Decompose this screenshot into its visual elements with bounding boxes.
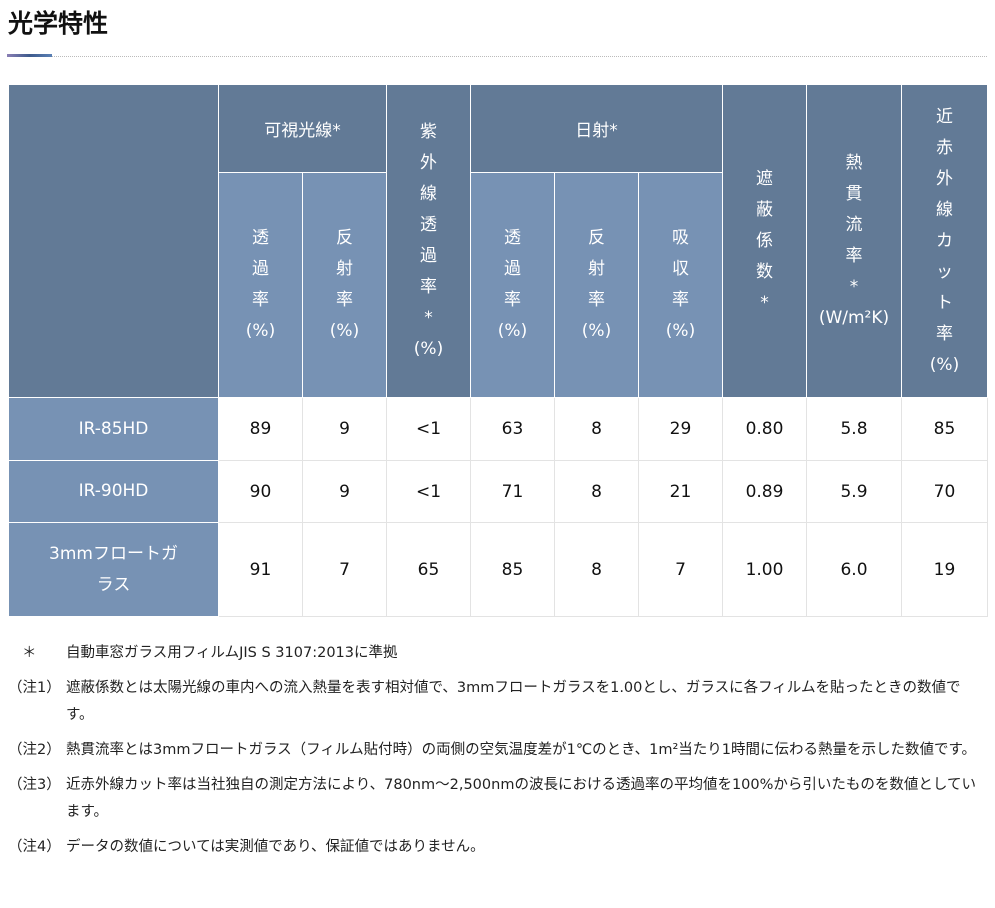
note-text: 熱貫流率とは3mmフロートガラス（フィルム貼付時）の両側の空気温度差が1℃のとき… xyxy=(66,742,977,758)
header-nir: 近赤外線カット率 (%) xyxy=(901,84,988,398)
table-cell: 7 xyxy=(302,522,387,617)
page-title: 光学特性 xyxy=(8,9,109,38)
header-visible-transmit: 透過率 (%) xyxy=(218,172,303,398)
note-item: ＊ 自動車窓ガラス用フィルムJIS S 3107:2013に準拠 xyxy=(8,640,987,667)
table-cell: 19 xyxy=(901,522,988,617)
header-shading: 遮蔽係数* xyxy=(722,84,807,398)
header-solar-reflect: 反射率 (%) xyxy=(554,172,639,398)
header-visible: 可視光線* xyxy=(218,84,387,173)
table-cell: 91 xyxy=(218,522,303,617)
table-cell: 8 xyxy=(554,522,639,617)
header-solar-absorb: 吸収率 (%) xyxy=(638,172,723,398)
table-cell: 0.80 xyxy=(722,397,807,461)
optical-properties-table: 可視光線* 紫外線透過率* (%) 日射* 遮蔽係数* 熱貫流率* (W/m²K) … xyxy=(8,84,988,617)
table-cell: 29 xyxy=(638,397,723,461)
table-row: IR-90HD 90 9 <1 71 8 21 0.89 5.9 70 xyxy=(8,460,988,523)
row-header: IR-90HD xyxy=(8,460,219,523)
table-cell: 21 xyxy=(638,460,723,523)
note-key: ＊ xyxy=(22,645,37,661)
table-row: 3mmフロートガラス 91 7 65 85 8 7 1.00 6.0 19 xyxy=(8,522,988,617)
header-solar-transmit: 透過率 (%) xyxy=(470,172,555,398)
table-cell: 8 xyxy=(554,397,639,461)
table-cell: 8 xyxy=(554,460,639,523)
table-cell: 5.8 xyxy=(806,397,902,461)
note-text: 自動車窓ガラス用フィルムJIS S 3107:2013に準拠 xyxy=(66,645,398,661)
note-key: （注4） xyxy=(8,839,61,855)
note-text: データの数値については実測値であり、保証値ではありません。 xyxy=(66,839,485,855)
table-cell: <1 xyxy=(386,397,471,461)
row-header: IR-85HD xyxy=(8,397,219,461)
title-accent-bar xyxy=(7,54,52,57)
row-header: 3mmフロートガラス xyxy=(8,522,219,617)
table-cell: 85 xyxy=(901,397,988,461)
table-cell: 63 xyxy=(470,397,555,461)
table-cell: 5.9 xyxy=(806,460,902,523)
note-key: （注2） xyxy=(8,742,61,758)
table-cell: 1.00 xyxy=(722,522,807,617)
note-text: 近赤外線カット率は当社独自の測定方法により、780nm～2,500nmの波長にお… xyxy=(66,777,976,820)
notes: ＊ 自動車窓ガラス用フィルムJIS S 3107:2013に準拠 （注1） 遮蔽係数と… xyxy=(8,640,987,869)
table-cell: 89 xyxy=(218,397,303,461)
note-item: （注1） 遮蔽係数とは太陽光線の車内への流入熱量を表す相対値で、3mmフロートガラ… xyxy=(8,675,987,729)
note-key: （注3） xyxy=(8,777,61,793)
table-cell: 9 xyxy=(302,460,387,523)
table-cell: 65 xyxy=(386,522,471,617)
table-cell: 85 xyxy=(470,522,555,617)
table-cell: 70 xyxy=(901,460,988,523)
header-heat: 熱貫流率* (W/m²K) xyxy=(806,84,902,398)
table-cell: 0.89 xyxy=(722,460,807,523)
note-key: （注1） xyxy=(8,680,61,696)
corner-header xyxy=(8,84,219,398)
table-cell: 71 xyxy=(470,460,555,523)
header-solar: 日射* xyxy=(470,84,723,173)
table-cell: 7 xyxy=(638,522,723,617)
title-divider xyxy=(8,56,987,57)
table-cell: 90 xyxy=(218,460,303,523)
table-cell: <1 xyxy=(386,460,471,523)
table-cell: 9 xyxy=(302,397,387,461)
note-item: （注3） 近赤外線カット率は当社独自の測定方法により、780nm～2,500nmの… xyxy=(8,772,987,826)
header-visible-reflect: 反射率 (%) xyxy=(302,172,387,398)
note-item: （注4） データの数値については実測値であり、保証値ではありません。 xyxy=(8,834,987,861)
header-uv: 紫外線透過率* (%) xyxy=(386,84,471,398)
note-item: （注2） 熱貫流率とは3mmフロートガラス（フィルム貼付時）の両側の空気温度差が1… xyxy=(8,737,987,764)
note-text: 遮蔽係数とは太陽光線の車内への流入熱量を表す相対値で、3mmフロートガラスを1.… xyxy=(66,680,961,723)
table-cell: 6.0 xyxy=(806,522,902,617)
table-row: IR-85HD 89 9 <1 63 8 29 0.80 5.8 85 xyxy=(8,397,988,461)
